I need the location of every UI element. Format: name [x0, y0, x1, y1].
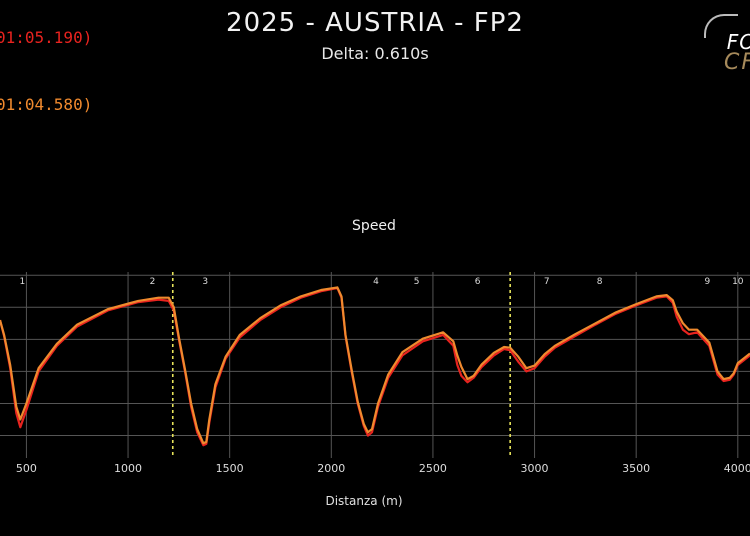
x-tick-label: 1500 [216, 462, 244, 475]
x-tick-label: 3500 [622, 462, 650, 475]
corner-label: 5 [414, 277, 420, 287]
x-tick-label: 2000 [317, 462, 345, 475]
speed-line-2 [0, 286, 750, 445]
corner-label: 10 [732, 277, 744, 287]
brand-logo: FO CF [696, 14, 750, 75]
x-tick-label: 2500 [419, 462, 447, 475]
x-tick-label: 4000 [724, 462, 750, 475]
delta-label: Delta: 0.610s [321, 44, 429, 63]
chart-title: Speed [352, 218, 396, 234]
x-tick-label: 500 [16, 462, 37, 475]
speed-line-1 [0, 286, 750, 447]
corner-label: 8 [597, 277, 603, 287]
logo-text-top: FO [726, 30, 750, 54]
corner-label: 9 [704, 277, 710, 287]
corner-label: 7 [544, 277, 550, 287]
corner-label: 1 [19, 277, 25, 287]
corner-label: 6 [475, 277, 481, 287]
corner-labels: 1 2 3 4 5 6 7 8 9 10 [19, 277, 743, 287]
x-tick-label: 1000 [114, 462, 142, 475]
sector-lines [171, 272, 511, 458]
corner-label: 2 [150, 277, 156, 287]
session-title: 2025 - AUSTRIA - FP2 [226, 8, 524, 38]
logo-arc-icon [704, 14, 738, 38]
logo-text-bottom: CF [723, 50, 750, 75]
lap-time-driver-1: 01:05.190) [0, 28, 93, 47]
corner-label: 4 [373, 277, 379, 287]
x-tick-label: 3000 [521, 462, 549, 475]
series-lines [0, 286, 750, 447]
grid [0, 272, 750, 458]
corner-label: 3 [202, 277, 208, 287]
x-tick-labels: 500 1000 1500 2000 2500 3000 3500 4000 [16, 462, 750, 475]
x-axis-label: Distanza (m) [325, 494, 402, 508]
lap-time-driver-2: 01:04.580) [0, 95, 93, 114]
